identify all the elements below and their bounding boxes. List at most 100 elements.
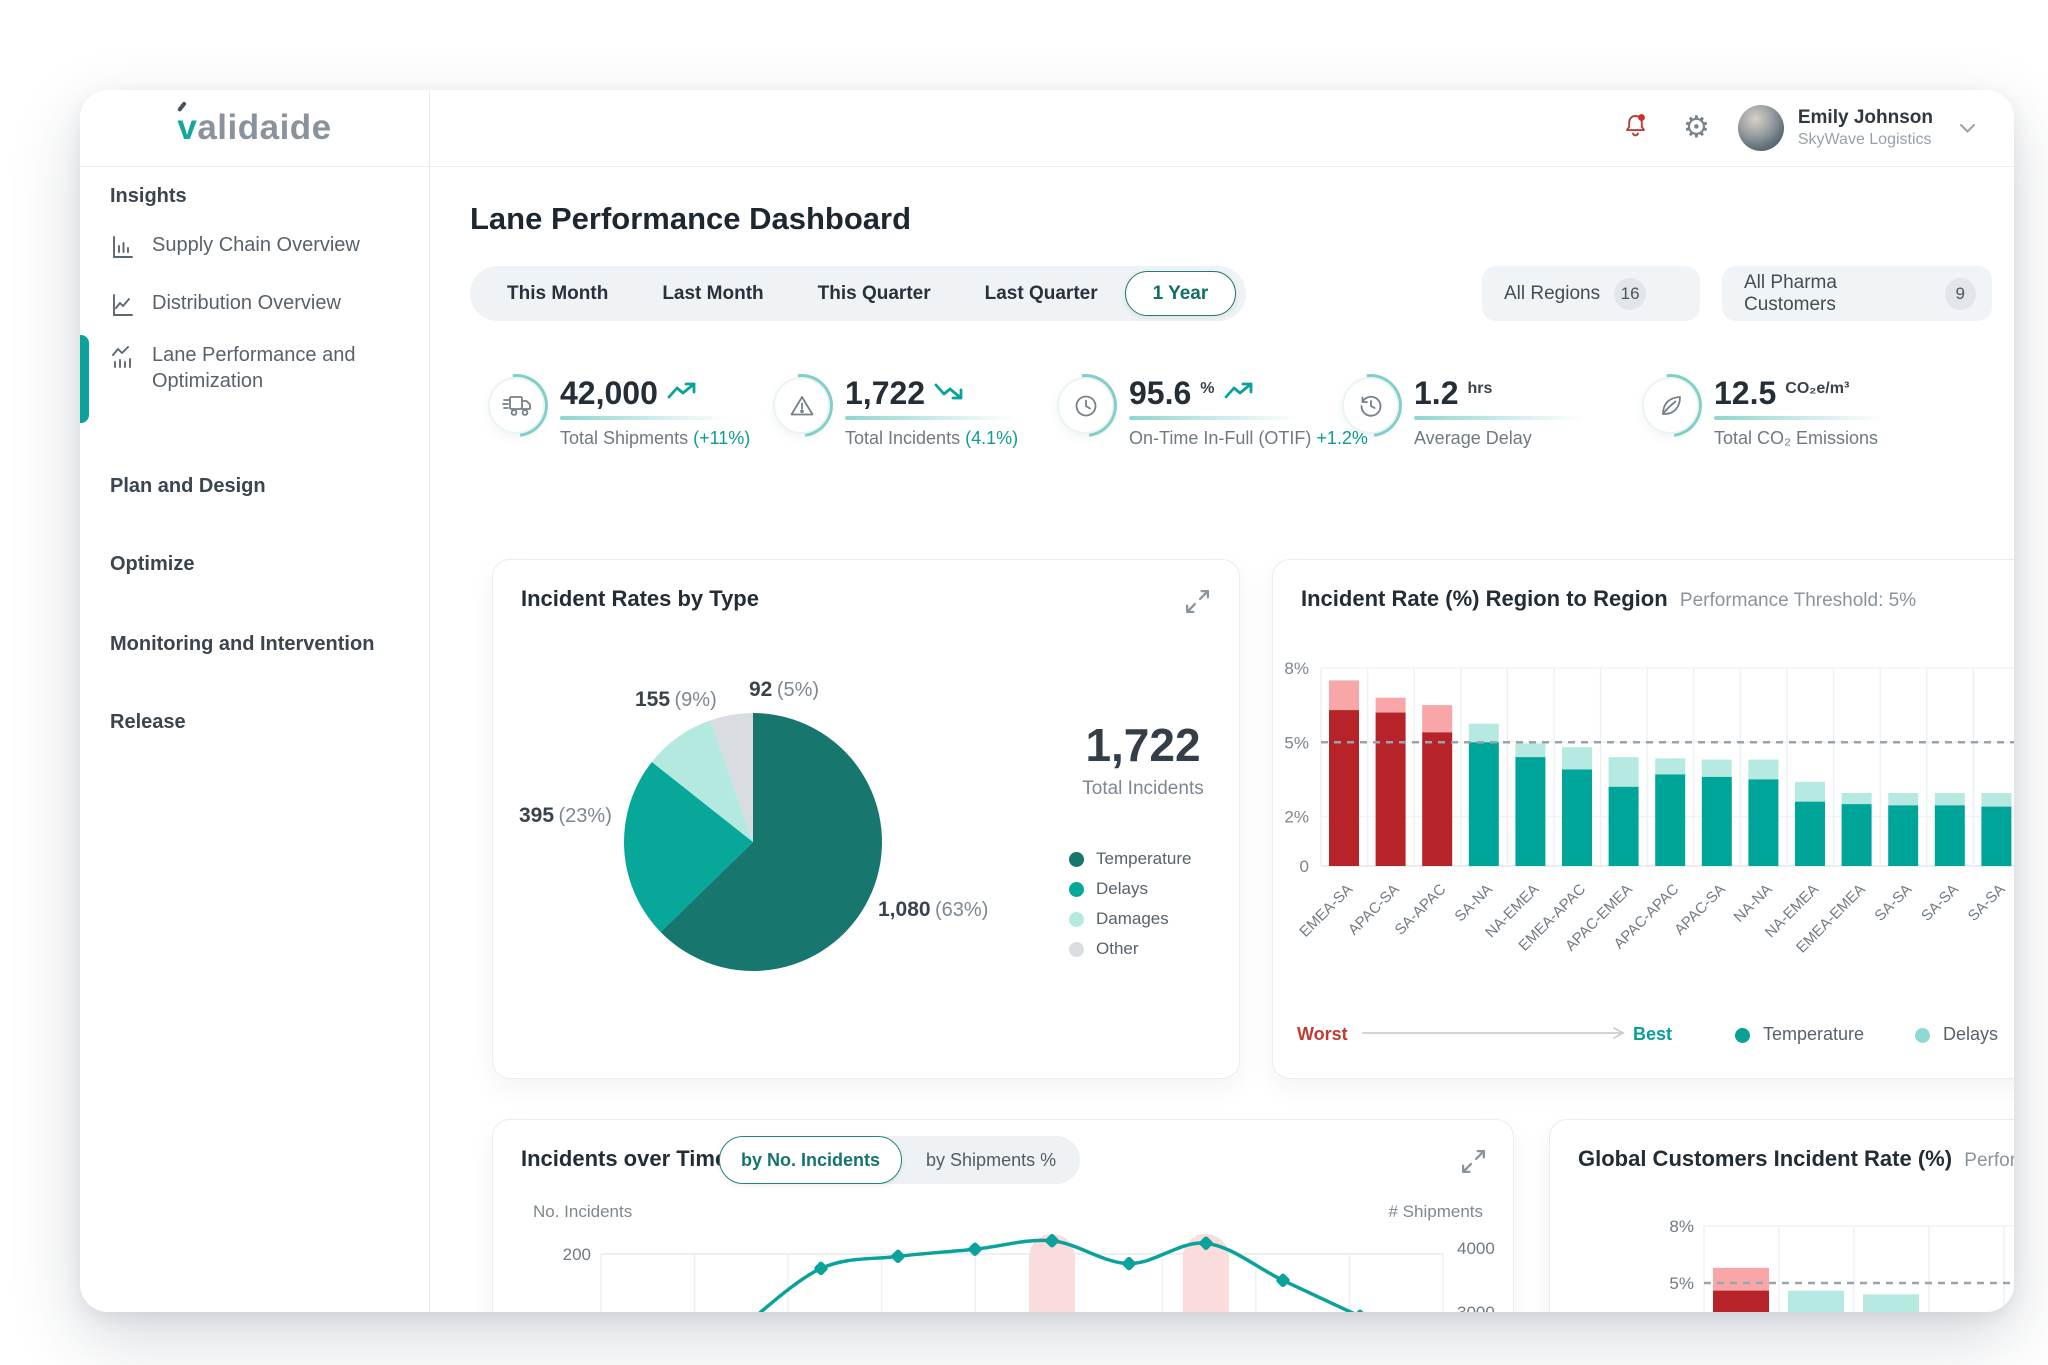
regions-filter-label: All Regions bbox=[1504, 282, 1601, 304]
legend-item-delays: Delays bbox=[1069, 874, 1191, 904]
svg-text:APAC-SA: APAC-SA bbox=[1671, 881, 1729, 939]
kpi-total-incidents: 1,722 Total Incidents (4.1%) bbox=[773, 377, 1018, 449]
threshold-subtitle: Performance Threshold: 5% bbox=[1964, 1150, 2014, 1171]
sidebar-section-monitoring[interactable]: Monitoring and Intervention bbox=[110, 633, 375, 655]
validaide-logo: validaide bbox=[177, 108, 331, 148]
card-title: Incident Rates by Type bbox=[521, 586, 759, 611]
kpi-label: Total Shipments bbox=[560, 428, 689, 448]
kpi-value: 95.6 bbox=[1129, 375, 1192, 411]
incidents-line-chart[interactable]: 200 4000 3000 bbox=[493, 1230, 1515, 1312]
svg-text:SA-NA: SA-NA bbox=[1451, 881, 1495, 925]
worst-best-arrow bbox=[1362, 1027, 1625, 1039]
sidebar-item-label: Supply Chain Overview bbox=[152, 234, 360, 256]
total-incidents-label: Total Incidents bbox=[1082, 778, 1204, 799]
legend-dot bbox=[1069, 851, 1084, 867]
sidebar-item-lane-performance[interactable]: Lane Performance and Optimization bbox=[110, 343, 413, 394]
toggle-by-shipments[interactable]: by Shipments % bbox=[926, 1149, 1057, 1170]
dashboard-content: Lane Performance Dashboard This Month La… bbox=[430, 167, 2014, 1312]
legend-dot bbox=[1069, 881, 1084, 897]
tab-last-quarter[interactable]: Last Quarter bbox=[984, 282, 1098, 304]
legend-dot bbox=[1915, 1028, 1930, 1043]
expand-icon[interactable] bbox=[1460, 1148, 1487, 1180]
chevron-down-icon[interactable] bbox=[1959, 123, 1976, 134]
sidebar-item-distribution-overview[interactable]: Distribution Overview bbox=[110, 291, 413, 318]
sidebar-header: validaide bbox=[80, 90, 429, 167]
legend-dot bbox=[1069, 941, 1084, 957]
trend-bars-icon bbox=[112, 346, 131, 368]
threshold-subtitle: Performance Threshold: 5% bbox=[1679, 590, 1917, 611]
svg-text:SA-SA: SA-SA bbox=[1965, 881, 2009, 925]
pie-label-other: 92 (5%) bbox=[749, 678, 820, 701]
svg-text:NA-NA: NA-NA bbox=[1731, 881, 1776, 926]
tab-one-year[interactable]: 1 Year bbox=[1124, 271, 1237, 316]
svg-text:0: 0 bbox=[1300, 857, 1309, 876]
toggle-by-incidents[interactable]: by No. Incidents bbox=[719, 1136, 903, 1184]
card-title: Incidents over Time bbox=[521, 1146, 728, 1171]
kpi-total-shipments: 42,000 Total Shipments (+11%) bbox=[488, 377, 750, 449]
svg-text:SA-SA: SA-SA bbox=[1871, 881, 1915, 925]
sidebar-section-optimize[interactable]: Optimize bbox=[110, 553, 195, 575]
customers-filter[interactable]: All Pharma Customers 9 bbox=[1722, 266, 1992, 321]
svg-text:SA-APAC: SA-APAC bbox=[1392, 881, 1450, 939]
svg-text:5%: 5% bbox=[1669, 1274, 1694, 1293]
kpi-label: Total CO₂ Emissions bbox=[1714, 428, 1879, 448]
legend-dot bbox=[1069, 911, 1084, 927]
warning-icon bbox=[773, 377, 830, 434]
settings-gear-icon[interactable]: ⚙ bbox=[1682, 110, 1710, 145]
app-window: validaide Insights Supply Chain Overview… bbox=[80, 90, 2014, 1312]
customers-count-badge: 9 bbox=[1944, 277, 1976, 310]
pie-total: 1,722 Total Incidents bbox=[1038, 718, 1248, 800]
notifications-bell-icon[interactable] bbox=[1622, 112, 1649, 144]
logo-text: alidaide bbox=[197, 108, 332, 147]
user-avatar[interactable] bbox=[1737, 105, 1784, 151]
legend-temperature-label: Temperature bbox=[1763, 1024, 1865, 1044]
svg-text:4000: 4000 bbox=[1457, 1239, 1495, 1258]
best-label: Best bbox=[1633, 1024, 1673, 1044]
svg-text:2%: 2% bbox=[1284, 808, 1309, 827]
sidebar-item-supply-chain-overview[interactable]: Supply Chain Overview bbox=[110, 233, 413, 260]
incident-rates-by-type-card: Incident Rates by Type 1,080 (63%) 395 (… bbox=[492, 559, 1240, 1079]
kpi-label: Average Delay bbox=[1414, 428, 1532, 448]
kpi-label: Total Incidents bbox=[845, 428, 961, 448]
tab-this-month[interactable]: This Month bbox=[507, 282, 609, 304]
regions-count-badge: 16 bbox=[1614, 277, 1647, 310]
legend-item-temperature: Temperature bbox=[1069, 844, 1191, 874]
topbar: ⚙ Emily Johnson SkyWave Logistics bbox=[430, 90, 2014, 167]
incident-types-pie-chart[interactable] bbox=[623, 712, 883, 972]
active-nav-indicator bbox=[80, 335, 89, 423]
tab-this-quarter[interactable]: This Quarter bbox=[817, 282, 931, 304]
incidents-over-time-card: Incidents over Time by No. Incidents by … bbox=[492, 1119, 1514, 1312]
sidebar-nav: Insights Supply Chain Overview Distribut… bbox=[80, 167, 429, 1312]
trend-up-icon bbox=[1224, 382, 1252, 399]
chart-mode-toggle: by No. Incidents by Shipments % bbox=[719, 1136, 1081, 1184]
kpi-delta: (4.1%) bbox=[965, 428, 1019, 448]
legend-item-damages: Damages bbox=[1069, 904, 1191, 934]
sidebar: validaide Insights Supply Chain Overview… bbox=[80, 90, 430, 1312]
user-info[interactable]: Emily Johnson SkyWave Logistics bbox=[1798, 107, 1933, 149]
regions-filter[interactable]: All Regions 16 bbox=[1482, 266, 1700, 321]
kpi-underline bbox=[845, 416, 1015, 420]
expand-icon[interactable] bbox=[1184, 588, 1211, 620]
sidebar-section-release[interactable]: Release bbox=[110, 711, 186, 733]
card-title: Incident Rate (%) Region to Region Perfo… bbox=[1301, 586, 1917, 611]
kpi-unit: CO₂e/m³ bbox=[1785, 380, 1850, 397]
svg-text:200: 200 bbox=[563, 1245, 591, 1264]
svg-text:8%: 8% bbox=[1284, 659, 1309, 678]
total-incidents-value: 1,722 bbox=[1085, 719, 1201, 771]
kpi-average-delay: 1.2 hrs Average Delay bbox=[1342, 377, 1584, 449]
tab-last-month[interactable]: Last Month bbox=[662, 282, 764, 304]
region-chart-footer: Worst Best Temperature Delays bbox=[1273, 1024, 2014, 1050]
customers-filter-label: All Pharma Customers bbox=[1744, 271, 1837, 315]
kpi-value: 1,722 bbox=[845, 375, 926, 411]
global-customers-bar-chart[interactable]: 8% 5% bbox=[1640, 1200, 2014, 1312]
sidebar-section-insights[interactable]: Insights bbox=[110, 185, 187, 207]
worst-label: Worst bbox=[1297, 1024, 1348, 1044]
sidebar-section-plan-design[interactable]: Plan and Design bbox=[110, 475, 266, 497]
trend-down-icon bbox=[934, 383, 963, 400]
truck-icon bbox=[488, 377, 545, 434]
kpi-label: On-Time In-Full (OTIF) bbox=[1129, 428, 1312, 448]
sidebar-item-label: Lane Performance and Optimization bbox=[152, 344, 356, 392]
bar-chart-icon bbox=[113, 236, 133, 258]
